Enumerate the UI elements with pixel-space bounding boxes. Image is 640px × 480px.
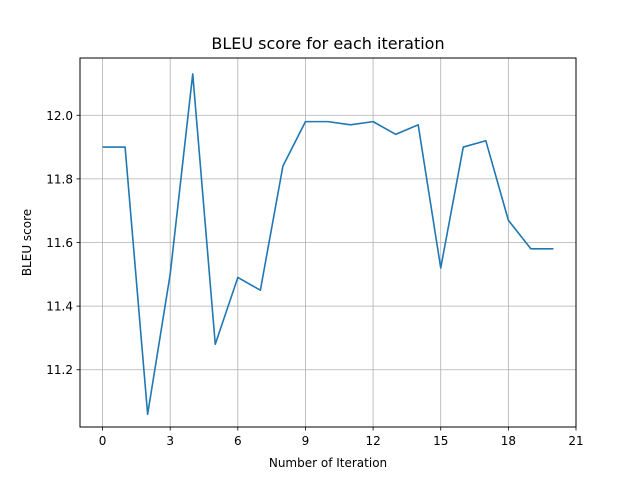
series-line: [102, 73, 554, 416]
y-tick-label: 11.2: [46, 363, 73, 377]
ticks: 0 3 6 9 12 15 18 21 11.2 11.4 11.6 11.8 12.0: [46, 109, 583, 448]
x-tick-label: 15: [433, 434, 448, 448]
y-tick-label: 11.4: [46, 300, 73, 314]
x-tick-label: 9: [302, 434, 310, 448]
y-axis-label: BLEU score: [20, 209, 34, 276]
y-tick-label: 12.0: [46, 109, 73, 123]
grid: [80, 58, 577, 427]
x-tick-label: 6: [234, 434, 242, 448]
series-layer: [102, 73, 554, 416]
y-tick-label: 11.8: [46, 172, 73, 186]
x-tick-label: 18: [501, 434, 516, 448]
chart-title: BLEU score for each iteration: [211, 34, 444, 53]
x-tick-label: 12: [365, 434, 380, 448]
x-tick-label: 3: [166, 434, 174, 448]
x-tick-label: 21: [568, 434, 583, 448]
y-tick-label: 11.6: [46, 236, 73, 250]
x-axis-label: Number of Iteration: [269, 456, 387, 470]
x-tick-label: 0: [99, 434, 107, 448]
